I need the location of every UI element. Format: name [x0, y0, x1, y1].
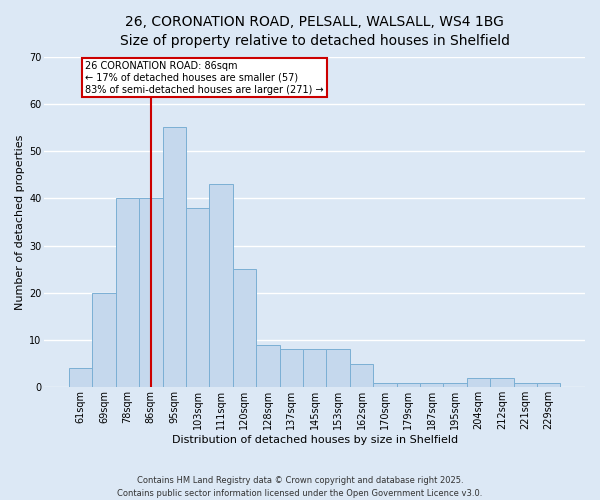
Bar [514, 382, 537, 388]
Bar [326, 350, 350, 388]
Title: 26, CORONATION ROAD, PELSALL, WALSALL, WS4 1BG
Size of property relative to deta: 26, CORONATION ROAD, PELSALL, WALSALL, W… [119, 15, 509, 48]
Bar [69, 368, 92, 388]
Bar [280, 350, 303, 388]
Bar [397, 382, 420, 388]
Bar [116, 198, 139, 388]
Bar [350, 364, 373, 388]
Bar [537, 382, 560, 388]
Bar [467, 378, 490, 388]
Bar [420, 382, 443, 388]
Text: 26 CORONATION ROAD: 86sqm
← 17% of detached houses are smaller (57)
83% of semi-: 26 CORONATION ROAD: 86sqm ← 17% of detac… [85, 62, 324, 94]
Bar [139, 198, 163, 388]
Bar [443, 382, 467, 388]
Text: Contains HM Land Registry data © Crown copyright and database right 2025.
Contai: Contains HM Land Registry data © Crown c… [118, 476, 482, 498]
Bar [92, 293, 116, 388]
Bar [209, 184, 233, 388]
X-axis label: Distribution of detached houses by size in Shelfield: Distribution of detached houses by size … [172, 435, 458, 445]
Bar [186, 208, 209, 388]
Y-axis label: Number of detached properties: Number of detached properties [15, 134, 25, 310]
Bar [163, 128, 186, 388]
Bar [233, 269, 256, 388]
Bar [303, 350, 326, 388]
Bar [373, 382, 397, 388]
Bar [490, 378, 514, 388]
Bar [256, 345, 280, 388]
